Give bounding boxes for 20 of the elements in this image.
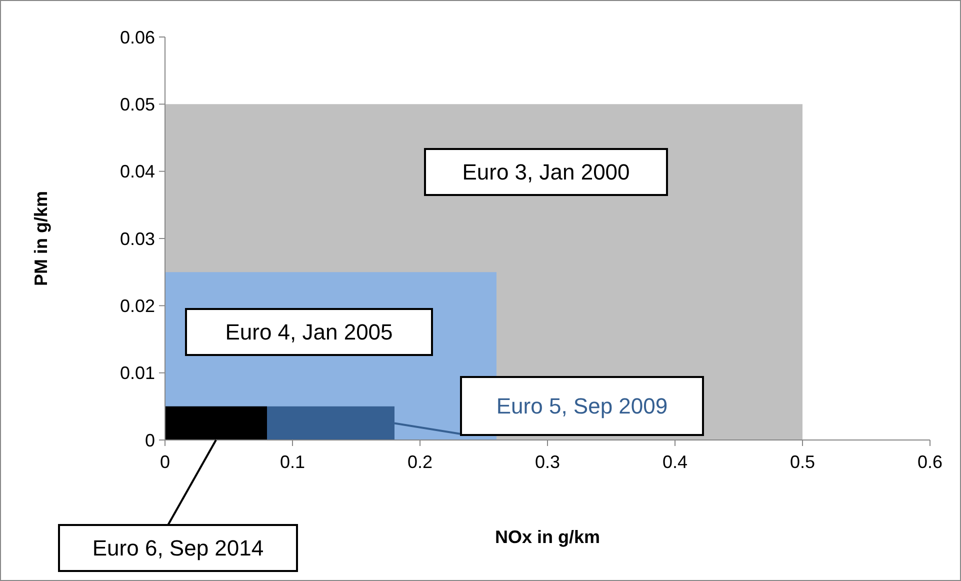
y-tick-label: 0.01 (120, 363, 155, 384)
y-tick-label: 0.04 (120, 162, 155, 182)
x-tick-label: 0 (160, 452, 170, 472)
x-tick-label: 0.1 (280, 452, 306, 472)
x-axis-title: NOx in g/km (494, 527, 600, 547)
y-tick-label: 0.06 (120, 27, 155, 48)
x-tick-label: 0.4 (662, 452, 688, 472)
y-tick-label: 0.03 (120, 228, 155, 249)
x-tick-label: 0.5 (790, 452, 816, 472)
series-label: Euro 4, Jan 2005 (225, 320, 393, 345)
y-tick-label: 0.02 (120, 296, 155, 316)
y-axis-title: PM in g/km (31, 190, 51, 286)
y-tick-label: 0 (144, 430, 155, 450)
x-tick-label: 0.2 (407, 452, 433, 472)
series-label: Euro 6, Sep 2014 (92, 536, 264, 561)
text: Euro 5, Sep 2009 (496, 394, 668, 419)
x-tick-label: 0.6 (917, 452, 943, 472)
x-tick-label: 0.3 (534, 452, 560, 472)
series-label: Euro 3, Jan 2000 (462, 160, 630, 185)
y-tick-label: 0.05 (120, 94, 155, 114)
